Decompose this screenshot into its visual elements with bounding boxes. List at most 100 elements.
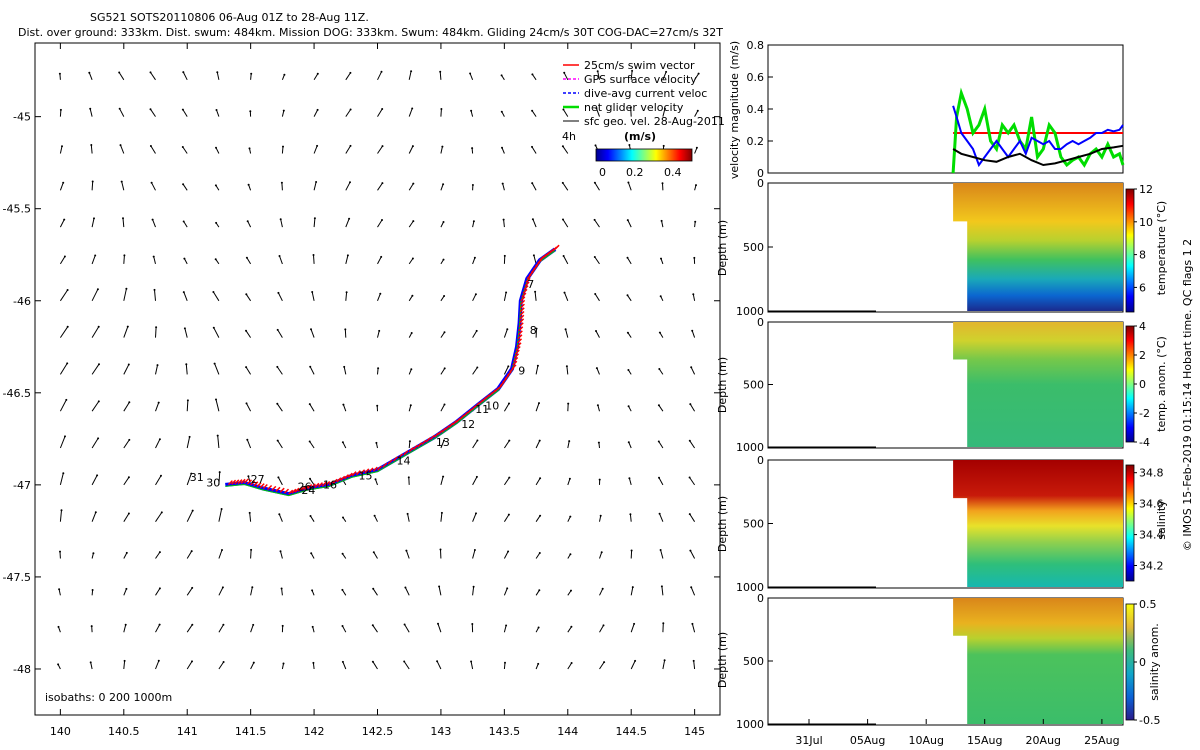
current-arrow-head xyxy=(602,624,605,627)
current-arrow-head xyxy=(182,71,185,74)
current-arrow xyxy=(470,110,474,117)
colorbar-tick-label: -2 xyxy=(1139,407,1150,420)
current-arrow xyxy=(661,586,664,596)
swim-vector xyxy=(444,425,450,431)
current-arrow xyxy=(658,477,664,486)
current-arrow xyxy=(503,292,507,301)
swim-vector xyxy=(382,462,388,468)
current-arrow-head xyxy=(151,218,154,221)
current-arrow xyxy=(309,441,315,449)
current-arrow-head xyxy=(348,217,351,220)
current-arrow-head xyxy=(246,220,249,223)
current-arrow xyxy=(628,442,632,449)
current-arrow-head xyxy=(372,587,375,590)
current-arrow-head xyxy=(152,255,155,258)
current-arrow-head xyxy=(246,438,249,441)
current-arrow-head xyxy=(280,587,283,590)
salinity-anomaly-y-ticks: 0 500 1000 xyxy=(736,592,773,731)
current-arrow xyxy=(503,477,510,486)
current-arrow-head xyxy=(252,661,255,664)
current-arrow xyxy=(91,475,98,486)
current-arrow xyxy=(345,255,349,265)
current-arrow xyxy=(123,402,130,412)
current-arrow xyxy=(567,662,573,670)
current-arrow-head xyxy=(372,551,375,554)
current-arrow xyxy=(503,366,509,375)
current-arrow xyxy=(250,624,254,633)
current-arrow-head xyxy=(185,363,188,366)
current-arrow xyxy=(694,73,700,81)
swim-vector xyxy=(310,483,316,489)
current-arrow-head xyxy=(96,474,99,477)
map-axes-box xyxy=(34,42,721,716)
day-label: 9 xyxy=(518,364,525,377)
current-arrow xyxy=(218,624,224,633)
temperature-y-ticks: 0 500 1000 xyxy=(736,177,773,318)
current-arrow xyxy=(186,550,193,559)
current-arrow-head xyxy=(660,219,663,222)
current-arrow-head xyxy=(191,623,194,626)
current-arrow xyxy=(212,291,220,302)
current-arrow-head xyxy=(279,550,282,553)
current-arrow-head xyxy=(310,328,312,331)
current-arrow xyxy=(472,221,475,228)
current-arrow xyxy=(59,146,63,154)
current-arrow-head xyxy=(250,548,253,551)
current-arrow-head xyxy=(66,289,69,291)
current-arrow-head xyxy=(283,73,286,76)
current-arrow-head xyxy=(561,181,564,184)
current-arrow xyxy=(627,295,632,302)
current-arrow xyxy=(690,367,696,375)
swim-vector xyxy=(474,402,480,408)
day-label: 30 xyxy=(206,477,220,490)
current-arrow-head xyxy=(570,589,572,592)
current-arrow-head xyxy=(221,549,223,551)
current-arrow xyxy=(599,515,602,522)
current-arrow-head xyxy=(311,589,314,592)
current-arrow-head xyxy=(188,435,191,438)
legend-geo-label: sfc geo. vel. 28-Aug-2011 xyxy=(584,115,725,128)
velocity-y-tick-label: 0.4 xyxy=(747,103,765,116)
current-arrow-head xyxy=(149,71,152,74)
current-arrow-head xyxy=(500,74,503,77)
current-arrow xyxy=(503,440,510,449)
current-arrow-head xyxy=(160,474,162,477)
current-arrow xyxy=(599,588,604,596)
current-arrow-head xyxy=(216,71,219,74)
current-arrow-head xyxy=(98,363,100,366)
current-arrow-head xyxy=(443,367,446,370)
current-arrow xyxy=(535,477,541,486)
current-arrow-head xyxy=(689,549,692,552)
depth-tick-label: 1000 xyxy=(736,305,764,318)
current-arrow-head xyxy=(220,508,223,510)
salinity-colorbar-ticks: 34.2 34.4 34.6 34.8 xyxy=(1134,467,1164,573)
current-arrow xyxy=(440,184,444,191)
current-arrow-head xyxy=(472,585,475,588)
day-label: 11 xyxy=(475,403,489,416)
current-arrow-head xyxy=(436,660,439,663)
current-arrow-head xyxy=(215,109,218,111)
current-arrow xyxy=(313,145,318,154)
swim-vector xyxy=(364,468,370,474)
current-arrow-head xyxy=(535,327,538,330)
current-arrow-head xyxy=(538,402,540,405)
current-arrow xyxy=(154,289,156,301)
swim-vector xyxy=(520,296,526,302)
current-arrow-head xyxy=(149,145,152,147)
current-arrow-head xyxy=(221,586,224,589)
current-arrow xyxy=(276,366,283,375)
map-y-tick-label: -46.5 xyxy=(3,387,31,400)
map-x-tick-label: 144 xyxy=(557,725,578,738)
current-arrow-head xyxy=(277,291,280,294)
current-arrow-head xyxy=(215,146,217,149)
map-y-ticks: -45 -45.5 -46 -46.5 -47 -47.5 -48 xyxy=(3,111,720,676)
current-arrow xyxy=(91,401,100,412)
current-arrow xyxy=(342,404,347,412)
current-arrow xyxy=(155,660,160,670)
swim-vector xyxy=(398,453,404,459)
velocity-y-tick-label: 0.2 xyxy=(747,135,765,148)
current-arrow-head xyxy=(690,366,693,369)
current-arrow xyxy=(440,368,446,375)
current-arrow-head xyxy=(66,325,69,328)
current-arrow-head xyxy=(504,661,506,664)
